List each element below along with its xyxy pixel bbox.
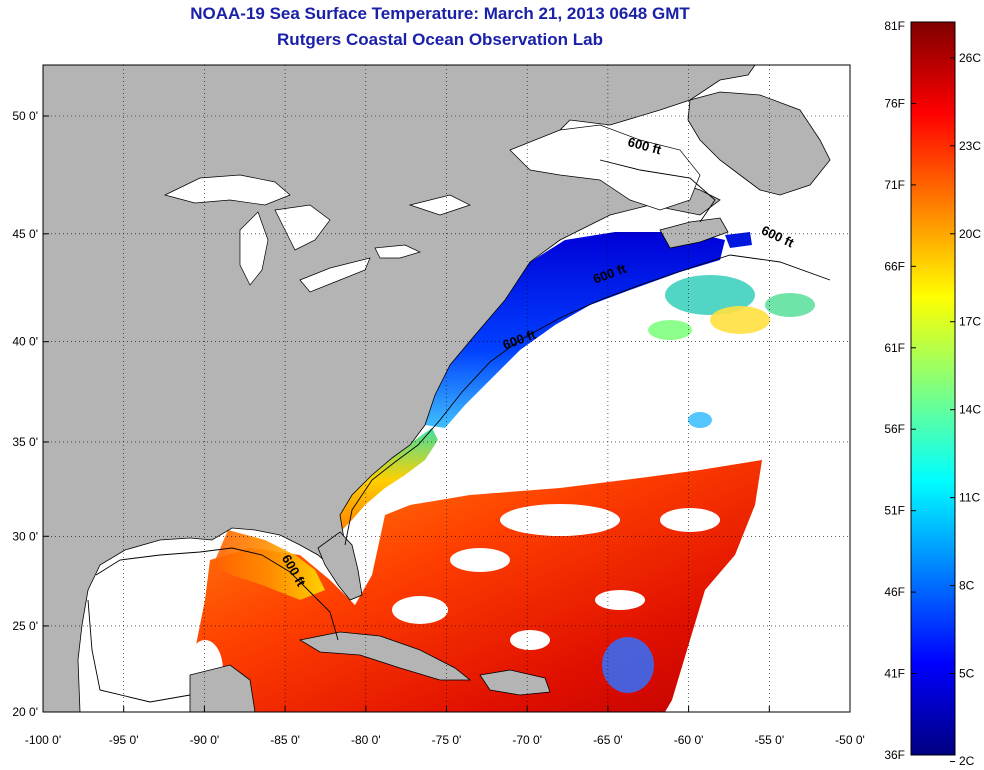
- lon-tick-label: -55 0': [754, 733, 784, 747]
- lon-tick-label: -65 0': [593, 733, 623, 747]
- colorbar-f-label: 56F: [884, 422, 905, 436]
- colorbar-f-label: 41F: [884, 667, 905, 681]
- lon-tick-label: -75 0': [432, 733, 462, 747]
- colorbar-c-label: 5C: [959, 667, 975, 681]
- colorbar: [910, 21, 956, 756]
- sst-cool-eddy: [602, 637, 654, 693]
- colorbar-c-label: 2C: [959, 754, 975, 768]
- map-title: NOAA-19 Sea Surface Temperature: March 2…: [190, 4, 690, 23]
- colorbar-f-label: 76F: [884, 96, 905, 110]
- land-newfoundland: [687, 91, 831, 196]
- isobath-600ft: [87, 159, 831, 703]
- great-lakes: [164, 174, 471, 293]
- longitude-axis: -100 0' -95 0' -90 0' -85 0' -80 0' -75 0' -70…: [25, 706, 865, 747]
- sst-scotian-patch: [725, 232, 752, 248]
- sst-ne-coastal: [425, 232, 725, 428]
- colorbar-f-label: 46F: [884, 585, 905, 599]
- colorbar-c-label: 8C: [959, 579, 975, 593]
- lon-tick-label: -50 0': [835, 733, 865, 747]
- land-yucatan: [189, 664, 256, 712]
- colorbar-f-label: 71F: [884, 178, 905, 192]
- lon-tick-label: -70 0': [512, 733, 542, 747]
- colorbar-c-label: 17C: [959, 315, 981, 329]
- lon-tick-label: -60 0': [674, 733, 704, 747]
- lon-tick-label: -85 0': [270, 733, 300, 747]
- colorbar-c-label: 23C: [959, 139, 981, 153]
- lon-tick-label: -80 0': [351, 733, 381, 747]
- latitude-axis: 20 0' 25 0' 30 0' 35 0' 40 0' 45 0' 50 0': [12, 109, 49, 719]
- lon-tick-label: -90 0': [190, 733, 220, 747]
- land-nova-scotia: [659, 217, 729, 249]
- land-cuba: [298, 631, 472, 681]
- lat-tick-label: 20 0': [12, 705, 38, 719]
- map-subtitle: Rutgers Coastal Ocean Observation Lab: [277, 30, 603, 49]
- colorbar-c-label: 26C: [959, 51, 981, 65]
- land-hispaniola: [479, 669, 551, 696]
- lon-tick-label: -95 0': [109, 733, 139, 747]
- gulf-st-lawrence: [509, 124, 701, 211]
- colorbar-f-label: 61F: [884, 341, 905, 355]
- graticule: [43, 65, 850, 712]
- lat-tick-label: 45 0': [12, 227, 38, 241]
- lat-tick-label: 25 0': [12, 619, 38, 633]
- colorbar-ticks: 36F 41F 46F 51F 56F 61F 66F 71F 76F 81F 2C 5C 8C 11C 1…: [884, 19, 981, 768]
- lat-tick-label: 30 0': [12, 529, 38, 543]
- lat-tick-label: 35 0': [12, 435, 38, 449]
- colorbar-c-label: 11C: [959, 491, 980, 505]
- sst-offshore-patches: [648, 275, 815, 428]
- lat-tick-label: 40 0': [12, 335, 38, 349]
- colorbar-f-label: 36F: [884, 748, 905, 762]
- sst-se-shelf: [338, 428, 438, 532]
- colorbar-f-label: 81F: [884, 19, 905, 33]
- colorbar-c-label: 20C: [959, 227, 981, 241]
- colorbar-f-label: 51F: [884, 504, 905, 518]
- lat-tick-label: 50 0': [12, 109, 38, 123]
- sst-gulf-shelf: [213, 530, 325, 600]
- colorbar-c-label: 14C: [959, 403, 981, 417]
- lon-tick-label: -100 0': [25, 733, 61, 747]
- colorbar-f-label: 66F: [884, 259, 905, 273]
